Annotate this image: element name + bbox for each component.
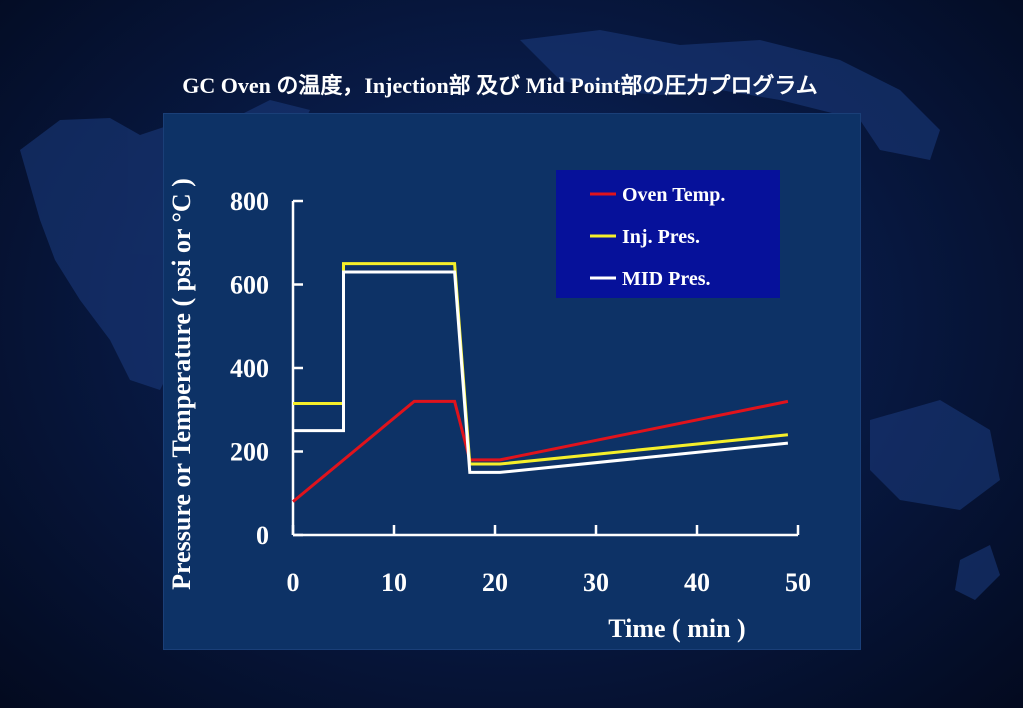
x-tick-label: 50 [785,568,811,597]
x-tick-label: 20 [482,568,508,597]
series-lines [292,262,789,503]
legend-label: MID Pres. [622,268,711,290]
legend: Oven Temp. Inj. Pres. MID Pres. [556,170,780,298]
x-axis-label: Time ( min ) [608,614,745,643]
y-tick-label: 200 [230,438,269,467]
line-chart: 0 10 20 30 40 50 0 200 400 600 800 Pressure or Tem… [167,170,811,643]
y-axis-label: Pressure or Temperature ( psi or °C ) [167,178,196,590]
axes: 0 10 20 30 40 50 0 200 400 600 800 [230,187,811,597]
x-tick-label: 10 [381,568,407,597]
x-tick-label: 0 [287,568,300,597]
y-tick-label: 400 [230,354,269,383]
series-line-mid-pres [293,270,789,474]
legend-label: Inj. Pres. [622,226,700,248]
x-tick-label: 30 [583,568,609,597]
y-tick-label: 600 [230,271,269,300]
series-line-oven-temp [292,399,789,503]
legend-label: Oven Temp. [622,184,725,206]
y-tick-label: 800 [230,187,269,216]
x-tick-label: 40 [684,568,710,597]
slide-title: GC Oven の温度，Injection部 及び Mid Point部の圧力プ… [182,73,818,98]
chart-panel: 0 10 20 30 40 50 0 200 400 600 800 Pressure or Tem… [163,113,861,650]
y-tick-label: 0 [256,521,269,550]
